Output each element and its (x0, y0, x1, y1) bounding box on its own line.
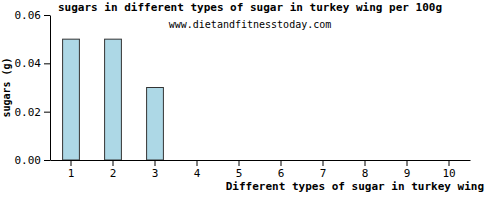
bar (273, 160, 290, 161)
y-tick-label: 0.04 (15, 57, 42, 70)
x-tick-label: 5 (236, 167, 243, 180)
x-tick: 4 (194, 160, 201, 180)
x-tick-mark (407, 160, 408, 166)
bars (63, 39, 164, 160)
x-tick-mark (113, 160, 114, 166)
x-tick: 7 (320, 160, 327, 180)
x-tick: 2 (110, 160, 117, 180)
x-tick-mark (449, 160, 450, 166)
y-tick: 0.06 (15, 9, 51, 22)
x-tick-label: 1 (68, 167, 75, 180)
x-tick: 6 (278, 160, 285, 180)
title: sugars in different types of sugar in tu… (58, 1, 442, 14)
bar (147, 88, 164, 161)
x-tick: 3 (152, 160, 159, 180)
y-tick: 0.04 (15, 57, 51, 70)
y-tick-mark (44, 160, 50, 161)
y-tick-label: 0.00 (15, 154, 42, 167)
x-tick-label: 2 (110, 167, 117, 180)
x-tick: 1 (68, 160, 75, 180)
subtitle: www.dietandfitnesstoday.com (169, 19, 332, 30)
x-axis: 1 2 3 4 5 6 7 8 9 10 (51, 160, 471, 180)
x-tick-mark (71, 160, 72, 166)
x-tick-label: 7 (320, 167, 327, 180)
x-tick-mark (197, 160, 198, 166)
chart: 0.00 0.02 0.04 0.06 1 2 3 4 5 6 7 8 9 10 sugars in dif… (0, 0, 500, 200)
x-tick-mark (323, 160, 324, 166)
bar (399, 160, 416, 161)
y-axis: 0.00 0.02 0.04 0.06 (15, 9, 51, 167)
bar (357, 160, 374, 161)
y-tick-mark (44, 15, 50, 16)
y-tick-mark (44, 63, 50, 64)
x-tick-label: 8 (362, 167, 369, 180)
y-tick-label: 0.06 (15, 9, 42, 22)
bar (315, 160, 332, 161)
x-tick-label: 9 (404, 167, 411, 180)
x-tick-mark (239, 160, 240, 166)
x-tick-label: 10 (442, 167, 455, 180)
x-tick: 5 (236, 160, 243, 180)
x-tick-mark (365, 160, 366, 166)
x-tick-label: 3 (152, 167, 159, 180)
x-tick: 10 (442, 160, 455, 180)
y-axis-line (50, 16, 51, 161)
y-axis-title: sugars (g) (1, 57, 12, 117)
x-tick: 9 (404, 160, 411, 180)
x-tick-label: 4 (194, 167, 201, 180)
bar (105, 39, 122, 160)
x-tick: 8 (362, 160, 369, 180)
y-tick: 0.00 (15, 154, 51, 167)
x-tick-mark (281, 160, 282, 166)
y-tick-mark (44, 112, 50, 113)
x-tick-label: 6 (278, 167, 285, 180)
y-tick-label: 0.02 (15, 106, 42, 119)
x-tick-mark (155, 160, 156, 166)
bar (189, 160, 206, 161)
bar (231, 160, 248, 161)
x-axis-title: Different types of sugar in turkey wing (226, 180, 484, 193)
bar (441, 160, 458, 161)
bar (63, 39, 80, 160)
y-tick: 0.02 (15, 106, 51, 119)
